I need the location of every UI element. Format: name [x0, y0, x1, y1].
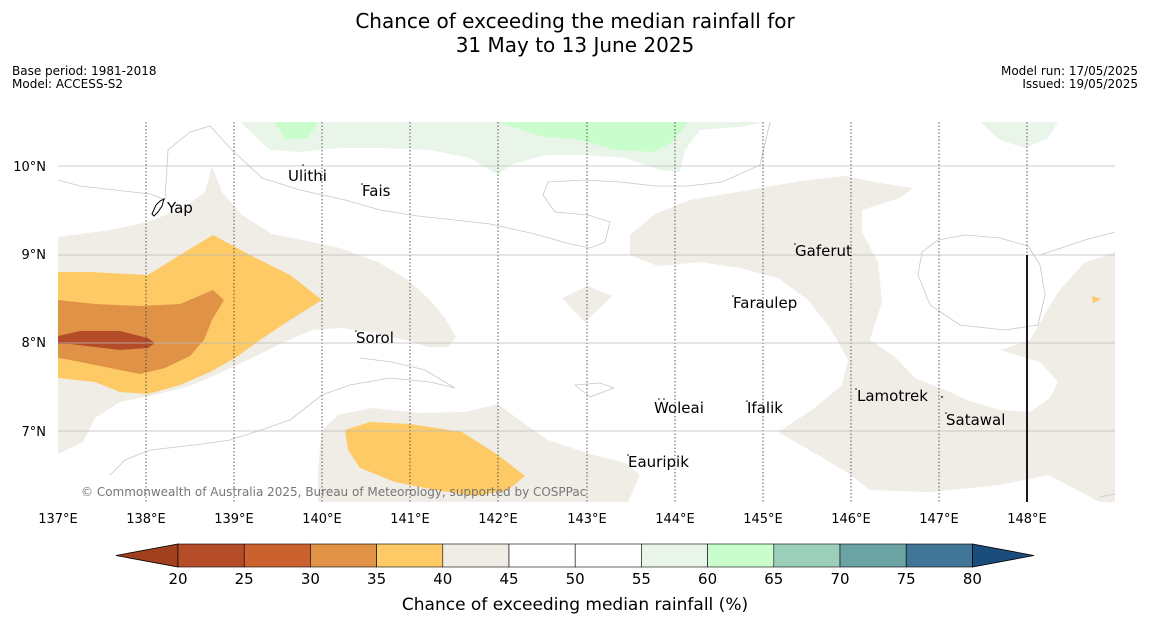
colorbar-swatch	[839, 543, 907, 568]
colorbar-swatch	[641, 543, 708, 568]
model-run: Model run: 17/05/2025	[1000, 64, 1138, 78]
colorbar-swatch	[243, 543, 311, 568]
lon-tick-148: 148°E	[1007, 512, 1047, 527]
region-60-65-north-a	[275, 122, 318, 140]
lon-tick-140: 140°E	[302, 512, 342, 527]
label-faraulep: Faraulep	[733, 294, 797, 312]
colorbar-swatch	[442, 543, 510, 568]
colorbar-tick-label: 65	[764, 570, 783, 588]
colorbar-tick-label: 60	[698, 570, 717, 588]
colorbar-swatch	[310, 543, 377, 568]
colorbar-tick-label: 50	[566, 570, 585, 588]
colorbar-tick-label: 35	[367, 570, 386, 588]
colorbar-tick-label: 40	[433, 570, 452, 588]
label-ulithi: Ulithi	[288, 167, 327, 185]
meta-right: Model run: 17/05/2025 Issued: 19/05/2025	[1001, 65, 1138, 91]
lon-tick-147: 147°E	[919, 512, 959, 527]
region-40-45-east	[630, 176, 1115, 502]
label-sorol: Sorol	[356, 329, 394, 347]
lon-tick-139: 139°E	[214, 512, 254, 527]
lat-tick-8: 8°N	[22, 336, 47, 351]
colorbar: 20 25 30 35 40 45 50 55 60 65 70 75 80	[115, 543, 1035, 588]
colorbar-tick-label: 20	[168, 570, 187, 588]
colorbar-title: Chance of exceeding median rainfall (%)	[402, 595, 748, 615]
lon-tick-141: 141°E	[390, 512, 430, 527]
lat-tick-7: 7°N	[22, 425, 47, 440]
colorbar-tick-label: 80	[963, 570, 982, 588]
colorbar-swatch	[905, 543, 973, 568]
model-name: Model: ACCESS-S2	[12, 77, 124, 91]
region-35-40-south	[345, 422, 525, 496]
label-satawal: Satawal	[946, 411, 1005, 429]
region-35-40-east-dot	[1092, 296, 1101, 303]
island-markers	[302, 164, 947, 456]
colorbar-swatch	[574, 543, 642, 568]
colorbar-tick-label: 70	[830, 570, 849, 588]
chart-title: Chance of exceeding the median rainfall …	[0, 9, 1150, 57]
colorbar-tick-label: 75	[897, 570, 916, 588]
latitude-gridlines	[58, 165, 1115, 432]
label-lamotrek: Lamotrek	[857, 387, 928, 405]
colorbar-tick-label: 25	[235, 570, 254, 588]
lon-tick-138: 138°E	[126, 512, 166, 527]
label-eauripik: Eauripik	[628, 453, 689, 471]
title-line-1: Chance of exceeding the median rainfall …	[355, 9, 795, 33]
lon-tick-137: 137°E	[38, 512, 78, 527]
place-labels: Yap Ulithi Fais Gaferut Faraulep Sorol L…	[166, 167, 1005, 471]
base-period: Base period: 1981-2018	[12, 64, 157, 78]
issued-date: Issued: 19/05/2025	[1022, 77, 1138, 91]
region-55-60-northeast	[980, 122, 1058, 148]
lon-tick-146: 146°E	[831, 512, 871, 527]
colorbar-swatch	[177, 543, 245, 568]
label-ifalik: Ifalik	[747, 399, 783, 417]
colorbar-swatch	[707, 543, 775, 568]
colorbar-swatch	[508, 543, 576, 568]
lon-tick-145: 145°E	[743, 512, 783, 527]
label-yap: Yap	[166, 199, 193, 217]
label-woleai: Woleai	[654, 399, 704, 417]
colorbar-swatch	[773, 543, 841, 568]
region-30-35-west	[58, 290, 224, 374]
longitude-ticks: 137°E 138°E 139°E 140°E 141°E 142°E 143°…	[38, 512, 1047, 527]
lon-tick-144: 144°E	[655, 512, 695, 527]
colorbar-tick-label: 45	[499, 570, 518, 588]
label-gaferut: Gaferut	[795, 242, 852, 260]
colorbar-swatch	[376, 543, 444, 568]
lat-tick-10: 10°N	[13, 160, 46, 175]
lon-tick-143: 143°E	[567, 512, 607, 527]
map-area: Yap Ulithi Fais Gaferut Faraulep Sorol L…	[58, 122, 1115, 502]
colorbar-extend-low	[115, 543, 179, 568]
yap-island	[151, 198, 165, 217]
colorbar-extend-high	[972, 543, 1035, 568]
meta-left: Base period: 1981-2018 Model: ACCESS-S2	[12, 65, 157, 91]
copyright-credit: © Commonwealth of Australia 2025, Bureau…	[81, 485, 586, 499]
colorbar-tick-label: 55	[632, 570, 651, 588]
region-25-30-west	[58, 331, 155, 350]
latitude-ticks: 10°N 9°N 8°N 7°N	[13, 160, 46, 440]
lon-tick-142: 142°E	[478, 512, 518, 527]
label-fais: Fais	[362, 182, 391, 200]
title-line-2: 31 May to 13 June 2025	[455, 33, 695, 57]
region-60-65-north-b	[497, 122, 688, 152]
lat-tick-9: 9°N	[22, 248, 47, 263]
colorbar-tick-label: 30	[301, 570, 320, 588]
